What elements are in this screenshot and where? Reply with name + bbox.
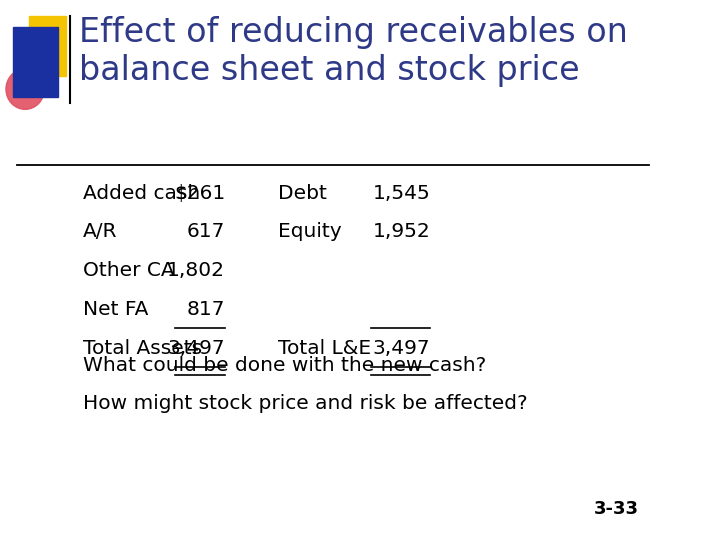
FancyBboxPatch shape bbox=[29, 16, 66, 76]
Text: 817: 817 bbox=[186, 300, 225, 319]
Text: 617: 617 bbox=[186, 222, 225, 241]
Text: Net FA: Net FA bbox=[83, 300, 148, 319]
Text: How might stock price and risk be affected?: How might stock price and risk be affect… bbox=[83, 394, 527, 413]
Text: Total Assets: Total Assets bbox=[83, 339, 202, 358]
Text: 3,497: 3,497 bbox=[168, 339, 225, 358]
Text: $261: $261 bbox=[174, 184, 225, 202]
Text: 1,545: 1,545 bbox=[373, 184, 431, 202]
FancyBboxPatch shape bbox=[13, 27, 58, 97]
Text: Total L&E: Total L&E bbox=[278, 339, 372, 358]
Text: 3,497: 3,497 bbox=[373, 339, 431, 358]
Text: What could be done with the new cash?: What could be done with the new cash? bbox=[83, 356, 486, 375]
Text: Other CA: Other CA bbox=[83, 261, 174, 280]
Text: A/R: A/R bbox=[83, 222, 117, 241]
Text: Debt: Debt bbox=[278, 184, 327, 202]
Ellipse shape bbox=[6, 69, 45, 109]
Text: 1,952: 1,952 bbox=[373, 222, 431, 241]
Text: Effect of reducing receivables on
balance sheet and stock price: Effect of reducing receivables on balanc… bbox=[79, 16, 629, 87]
Text: 1,802: 1,802 bbox=[167, 261, 225, 280]
Text: Equity: Equity bbox=[278, 222, 342, 241]
Text: Added cash: Added cash bbox=[83, 184, 200, 202]
Text: 3-33: 3-33 bbox=[594, 501, 639, 518]
